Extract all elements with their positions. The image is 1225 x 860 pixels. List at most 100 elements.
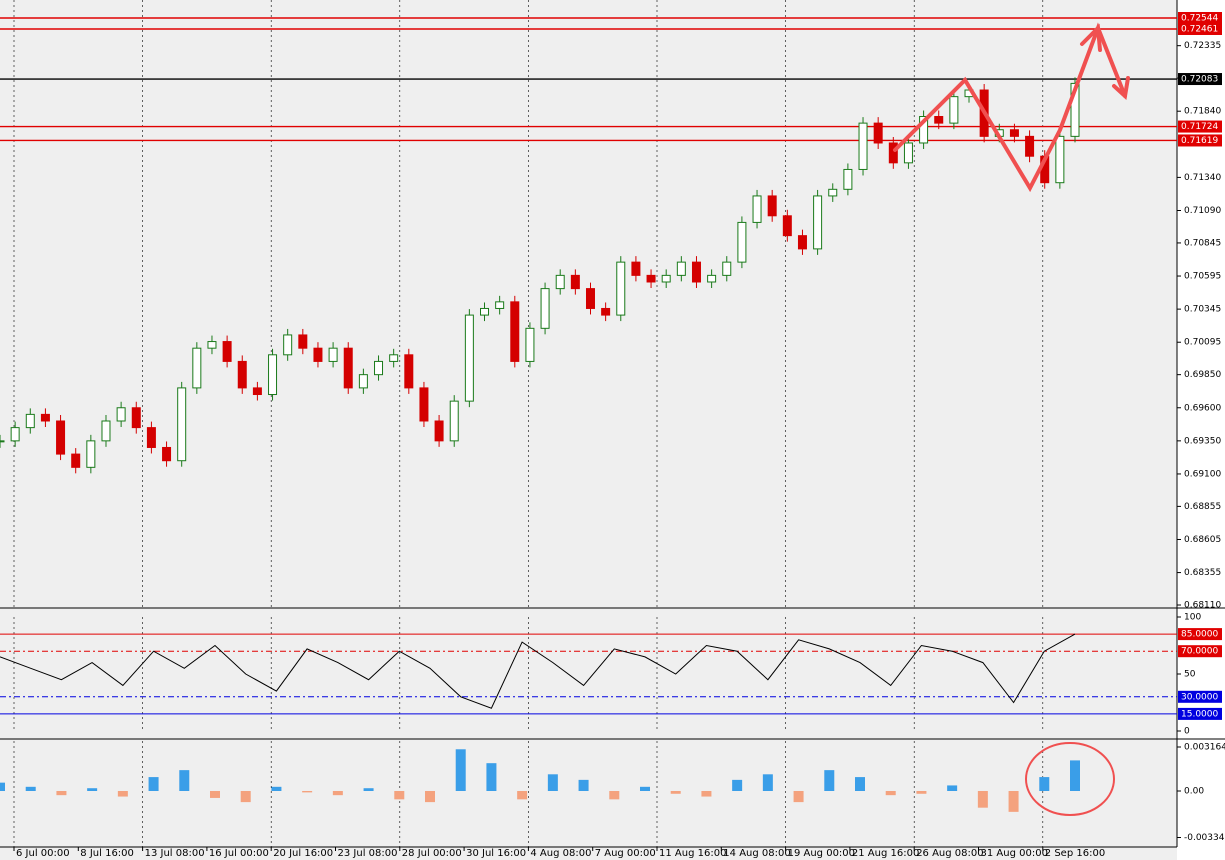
candle [10, 427, 20, 442]
candle [1025, 135, 1035, 157]
x-tick-label: 13 Jul 08:00 [145, 848, 205, 859]
y-tick-label: 100 [1184, 613, 1201, 623]
candle [843, 168, 853, 190]
candle [40, 413, 50, 422]
histogram-bar [916, 790, 927, 794]
level-label: 0.72461 [1181, 24, 1218, 34]
level-label-box [1178, 12, 1222, 25]
candle [404, 354, 414, 389]
x-tick-label: 20 Jul 16:00 [273, 848, 333, 859]
candle [919, 116, 929, 144]
histogram-bar [701, 790, 712, 797]
x-tick-label: 26 Aug 08:00 [916, 848, 983, 859]
histogram-bar [1039, 777, 1050, 791]
candle [570, 274, 580, 290]
y-tick-label: 0.69600 [1184, 403, 1221, 413]
candle [146, 427, 156, 448]
level-label-box [1178, 707, 1222, 720]
y-tick-label: 0 [1184, 727, 1190, 737]
y-tick-label: 0.70595 [1184, 272, 1221, 282]
candle [434, 420, 444, 442]
candle [328, 347, 338, 362]
level-label: 85.0000 [1181, 630, 1218, 640]
x-tick-label: 23 Jul 08:00 [338, 848, 398, 859]
candle [676, 261, 686, 276]
candle [525, 327, 535, 362]
candle [1009, 129, 1019, 137]
candle [722, 261, 732, 276]
x-tick-label: 2 Sep 16:00 [1045, 848, 1105, 859]
histogram-bar [486, 763, 497, 791]
candle [828, 188, 838, 197]
y-tick-label: 0.68110 [1184, 601, 1221, 611]
histogram-bar [56, 790, 67, 796]
candle [737, 221, 747, 263]
x-tick-label: 6 Jul 00:00 [16, 848, 70, 859]
x-tick-label: 4 Aug 08:00 [530, 848, 591, 859]
histogram-bar [762, 774, 773, 791]
chart-background [0, 0, 1177, 860]
histogram-bar [578, 779, 589, 791]
level-label: 70.0000 [1181, 647, 1218, 657]
level-label-box [1178, 134, 1222, 147]
candle [949, 96, 959, 124]
candle [449, 400, 459, 442]
candle [797, 235, 807, 250]
candle [691, 261, 701, 283]
candle [298, 334, 308, 349]
histogram-bar [425, 790, 435, 803]
candle [661, 274, 671, 283]
level-label: 0.71724 [1181, 122, 1218, 132]
candle [782, 215, 792, 237]
histogram-bar [609, 790, 620, 800]
candle [555, 274, 565, 290]
candle [131, 407, 141, 429]
histogram-bar [824, 770, 835, 791]
candle [252, 387, 262, 396]
candle [540, 288, 550, 329]
forecast-arrows [893, 22, 1130, 816]
x-tick-label: 8 Jul 16:00 [80, 848, 134, 859]
x-tick-label: 11 Aug 16:00 [659, 848, 726, 859]
histogram-bar [517, 790, 528, 800]
histogram-bar [87, 788, 98, 791]
x-tick-label: 31 Aug 00:00 [981, 848, 1048, 859]
histogram-bar [25, 786, 36, 791]
candle [888, 142, 898, 164]
candle [585, 288, 595, 309]
candle [283, 334, 293, 356]
level-label-box [1178, 645, 1222, 658]
candle [101, 420, 111, 442]
y-tick-label: 0.69100 [1184, 469, 1221, 479]
candle [464, 314, 474, 402]
candle [1070, 82, 1080, 137]
histogram-bar [117, 790, 128, 797]
histogram-bar [855, 777, 865, 791]
histogram-bar [1070, 760, 1080, 791]
candle [177, 387, 187, 462]
candle [510, 301, 520, 362]
candle [358, 374, 368, 389]
candle [616, 261, 626, 316]
histogram-bar [670, 790, 681, 794]
x-tick-label: 16 Jul 00:00 [209, 848, 269, 859]
candle [268, 354, 278, 396]
candle [873, 122, 883, 144]
candle [903, 142, 913, 164]
candle [767, 195, 777, 217]
candle [343, 347, 353, 389]
histogram-bar [455, 749, 466, 791]
histogram-bar [363, 788, 374, 791]
level-label-box [1178, 120, 1222, 133]
candle [419, 387, 429, 422]
candle [495, 301, 505, 309]
arrow-head [1080, 23, 1102, 52]
x-tick-label: 30 Jul 16:00 [466, 848, 526, 859]
histogram-bar [640, 786, 650, 791]
candle [313, 347, 323, 362]
level-label: 0.72544 [1181, 14, 1218, 24]
y-tick-label: 0.70345 [1184, 305, 1221, 315]
candle [374, 360, 384, 376]
